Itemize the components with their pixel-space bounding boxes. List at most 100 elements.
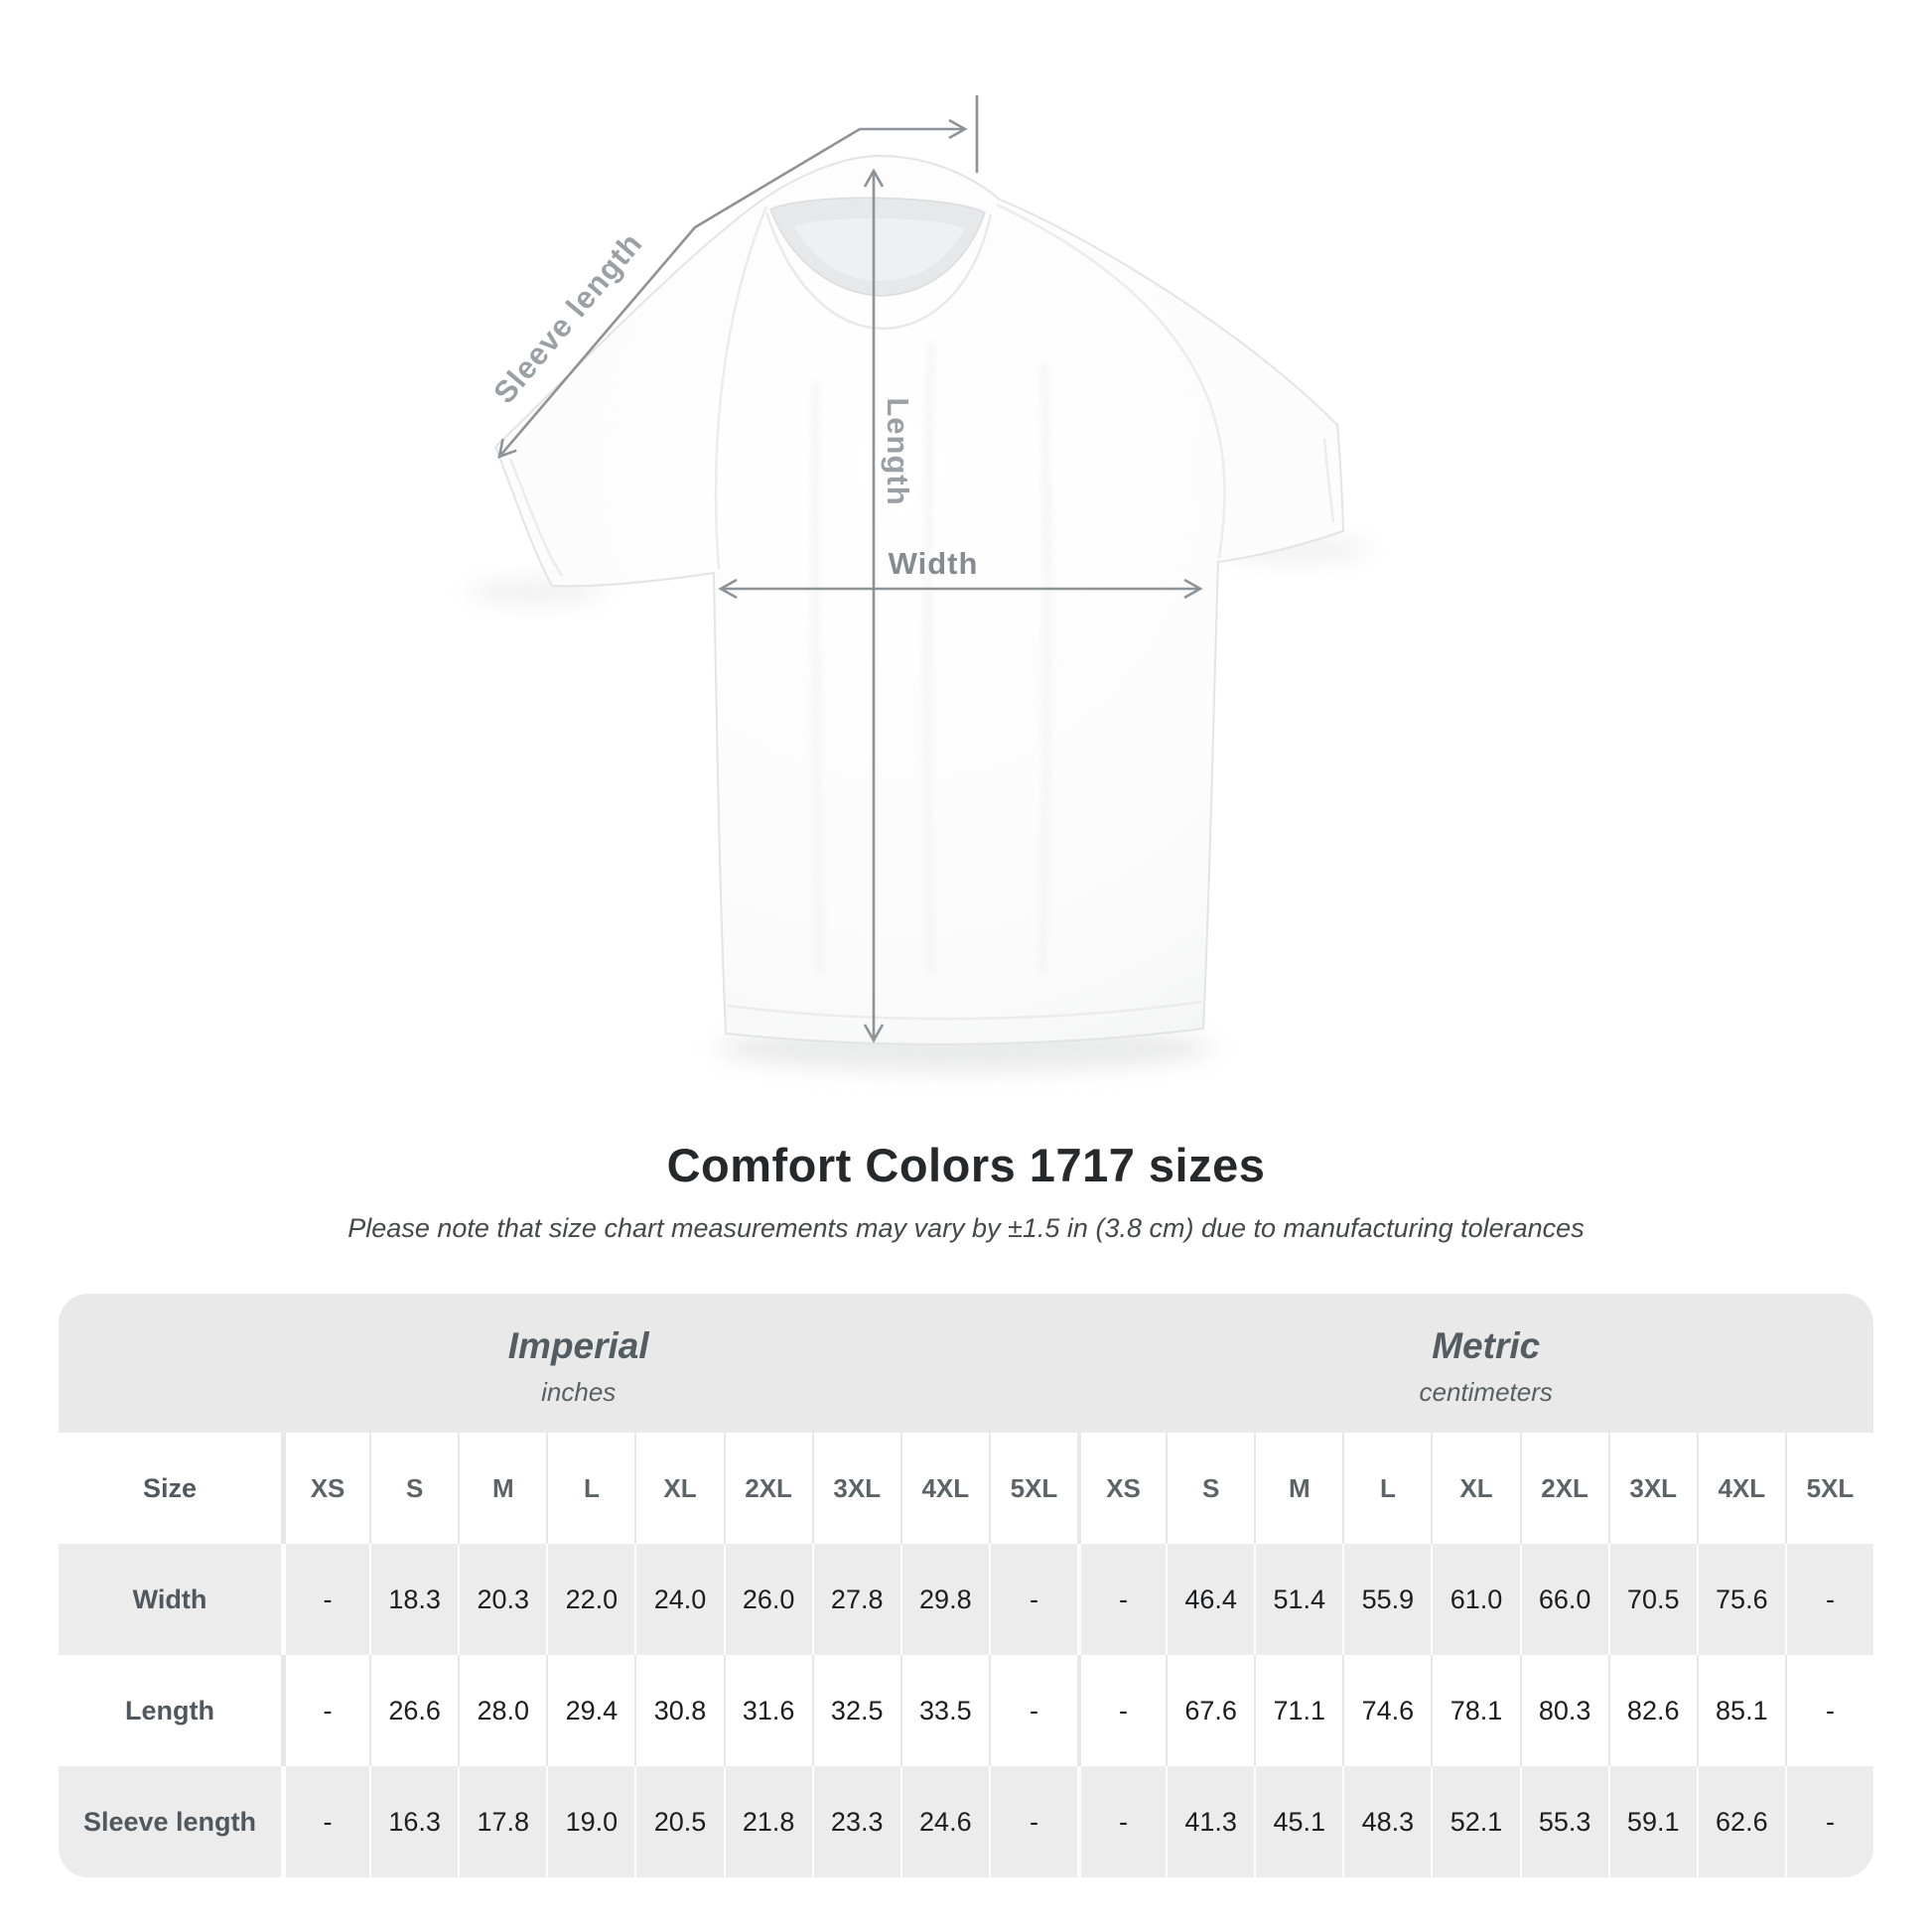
measurement-cell: 75.6 bbox=[1696, 1544, 1785, 1655]
measurement-cell: 31.6 bbox=[723, 1655, 812, 1766]
measurement-cell: 45.1 bbox=[1254, 1766, 1342, 1877]
unit-sublabel: centimeters bbox=[1419, 1376, 1553, 1407]
measurement-cell: 55.9 bbox=[1342, 1544, 1431, 1655]
size-column-header: XS bbox=[281, 1433, 369, 1544]
table-row-length: Length - 26.6 28.0 29.4 30.8 31.6 32.5 3… bbox=[59, 1655, 1873, 1766]
measurement-cell: 46.4 bbox=[1166, 1544, 1254, 1655]
size-column-header: L bbox=[1342, 1433, 1431, 1544]
size-column-header: 2XL bbox=[723, 1433, 812, 1544]
measurement-cell: 78.1 bbox=[1431, 1655, 1519, 1766]
measurement-cell: 62.6 bbox=[1696, 1766, 1785, 1877]
size-column-header: 4XL bbox=[899, 1433, 989, 1544]
unit-header-metric: Metric centimeters bbox=[1098, 1294, 1873, 1433]
measurement-cell: 28.0 bbox=[458, 1655, 546, 1766]
measurement-cell: 32.5 bbox=[811, 1655, 900, 1766]
size-table: Imperial inches Metric centimeters Size … bbox=[59, 1294, 1873, 1877]
measurement-cell: 66.0 bbox=[1519, 1544, 1608, 1655]
measurement-cell: 17.8 bbox=[458, 1766, 546, 1877]
measurement-cell: 74.6 bbox=[1342, 1655, 1431, 1766]
size-column-header: 5XL bbox=[1784, 1433, 1873, 1544]
size-column-header: M bbox=[1254, 1433, 1342, 1544]
measurement-cell: - bbox=[1784, 1544, 1873, 1655]
unit-sublabel: inches bbox=[541, 1376, 617, 1407]
row-label-length: Length bbox=[125, 1695, 214, 1725]
measurement-cell: - bbox=[1077, 1655, 1166, 1766]
tshirt-figure: Sleeve length Length Width bbox=[467, 95, 1370, 1072]
measurement-cell: 27.8 bbox=[811, 1544, 900, 1655]
size-column-header: 3XL bbox=[1607, 1433, 1697, 1544]
measurement-cell: 21.8 bbox=[723, 1766, 812, 1877]
measurement-cell: 59.1 bbox=[1607, 1766, 1697, 1877]
measurement-cell: 33.5 bbox=[899, 1655, 989, 1766]
size-column-header: S bbox=[369, 1433, 458, 1544]
measurement-cell: 24.0 bbox=[634, 1544, 723, 1655]
measurement-cell: 52.1 bbox=[1431, 1766, 1519, 1877]
size-column-header: XL bbox=[634, 1433, 723, 1544]
width-label: Width bbox=[889, 546, 979, 581]
size-column-header: 4XL bbox=[1696, 1433, 1785, 1544]
measurement-cell: 67.6 bbox=[1166, 1655, 1254, 1766]
measurement-cell: 23.3 bbox=[811, 1766, 900, 1877]
measurement-cell: 16.3 bbox=[369, 1766, 458, 1877]
right-armhole-seam bbox=[996, 203, 1226, 559]
size-header-row: Size XS S M L XL 2XL 3XL 4XL 5XL XS S M … bbox=[59, 1433, 1873, 1544]
measurement-cell: 24.6 bbox=[899, 1766, 989, 1877]
size-column-header: L bbox=[546, 1433, 634, 1544]
page-subtitle: Please note that size chart measurements… bbox=[347, 1213, 1585, 1243]
measurement-cell: 80.3 bbox=[1519, 1655, 1608, 1766]
tshirt-figure-svg: Sleeve length Length Width bbox=[467, 95, 1370, 1072]
measurement-cell: 26.6 bbox=[369, 1655, 458, 1766]
measurement-cell: 20.3 bbox=[458, 1544, 546, 1655]
size-column-header: 5XL bbox=[988, 1433, 1077, 1544]
measurement-cell: - bbox=[281, 1766, 369, 1877]
measurement-cell: 71.1 bbox=[1254, 1655, 1342, 1766]
length-label: Length bbox=[881, 397, 915, 505]
size-column-header: XL bbox=[1431, 1433, 1519, 1544]
measurement-cell: - bbox=[1784, 1655, 1873, 1766]
measurement-cell: - bbox=[1784, 1766, 1873, 1877]
unit-name: Metric bbox=[1432, 1324, 1541, 1366]
left-cuff-stitch bbox=[508, 458, 564, 577]
measurement-cell: 18.3 bbox=[369, 1544, 458, 1655]
size-column-header: 2XL bbox=[1519, 1433, 1608, 1544]
measurement-cell: 82.6 bbox=[1607, 1655, 1697, 1766]
sleeve-length-measure-line bbox=[497, 118, 968, 460]
measurement-cell: 85.1 bbox=[1696, 1655, 1785, 1766]
measurement-cell: - bbox=[988, 1766, 1077, 1877]
measurement-cell: 22.0 bbox=[546, 1544, 634, 1655]
measurement-cell: 70.5 bbox=[1607, 1544, 1697, 1655]
measurement-cell: - bbox=[1077, 1544, 1166, 1655]
table-row-sleeve-length: Sleeve length - 16.3 17.8 19.0 20.5 21.8… bbox=[59, 1766, 1873, 1877]
measurement-cell: 29.8 bbox=[899, 1544, 989, 1655]
measurement-cell: 48.3 bbox=[1342, 1766, 1431, 1877]
page-title: Comfort Colors 1717 sizes bbox=[666, 1139, 1266, 1191]
row-label-width: Width bbox=[132, 1584, 207, 1614]
tshirt-graphic bbox=[493, 154, 1345, 1045]
size-column-header: S bbox=[1166, 1433, 1254, 1544]
size-column-header: M bbox=[458, 1433, 546, 1544]
row-label-sleeve-length: Sleeve length bbox=[82, 1806, 257, 1837]
size-column-header: 3XL bbox=[811, 1433, 900, 1544]
measurement-cell: 19.0 bbox=[546, 1766, 634, 1877]
measurement-cell: - bbox=[281, 1544, 369, 1655]
measurement-cell: - bbox=[281, 1655, 369, 1766]
table-row-width: Width - 18.3 20.3 22.0 24.0 26.0 27.8 29… bbox=[59, 1544, 1873, 1655]
size-header-cell: Size bbox=[142, 1472, 198, 1503]
measurement-cell: 55.3 bbox=[1519, 1766, 1608, 1877]
measurement-cell: 29.4 bbox=[546, 1655, 634, 1766]
measurement-cell: 30.8 bbox=[634, 1655, 723, 1766]
unit-name: Imperial bbox=[507, 1324, 649, 1366]
measurement-cell: 26.0 bbox=[723, 1544, 812, 1655]
unit-band: Imperial inches Metric centimeters bbox=[59, 1294, 1873, 1433]
measurement-cell: - bbox=[1077, 1766, 1166, 1877]
measurement-cell: 61.0 bbox=[1431, 1544, 1519, 1655]
unit-header-imperial: Imperial inches bbox=[59, 1294, 1098, 1433]
size-column-header: XS bbox=[1077, 1433, 1166, 1544]
measurement-cell: - bbox=[988, 1655, 1077, 1766]
measurement-cell: 41.3 bbox=[1166, 1766, 1254, 1877]
measurement-cell: - bbox=[988, 1544, 1077, 1655]
right-cuff-stitch bbox=[1322, 438, 1335, 523]
hem-stitch bbox=[727, 1000, 1202, 1021]
measurement-cell: 20.5 bbox=[634, 1766, 723, 1877]
measurement-cell: 51.4 bbox=[1254, 1544, 1342, 1655]
